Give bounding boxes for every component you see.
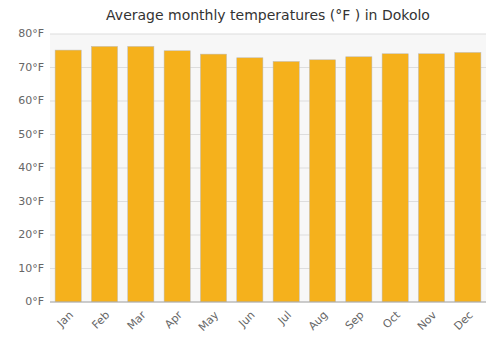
title: Average monthly temperatures (°F ) in Do… (106, 7, 430, 23)
x-tick-label: Jul (275, 309, 294, 328)
plot-background (50, 34, 486, 302)
x-tick-label: Aug (306, 309, 330, 333)
bar (273, 61, 299, 302)
grid-line (50, 34, 486, 35)
bar (91, 46, 117, 302)
x-tick-label: Mar (125, 308, 149, 332)
y-tick-label: 30°F (18, 195, 44, 208)
x-tick-label: Jan (54, 309, 76, 331)
x-tick-label: Jun (236, 309, 258, 331)
x-axis-line (50, 302, 486, 303)
chart-svg: 0°F 10°F 20°F 30°F 40°F 50°F 60°F 70°F 80°F Jan Fe… (0, 0, 500, 350)
y-tick-label: 20°F (18, 228, 44, 241)
x-tick-label: Feb (89, 309, 112, 332)
grid (50, 34, 486, 302)
y-tick-label: 60°F (18, 94, 44, 107)
chart-container: 0°F 10°F 20°F 30°F 40°F 50°F 60°F 70°F 80°F Jan Fe… (0, 0, 500, 350)
y-tick-label: 70°F (18, 61, 44, 74)
x-tick-label: Sep (343, 309, 367, 333)
bar (455, 52, 481, 302)
y-tick-label: 10°F (18, 262, 44, 275)
y-tick-label: 0°F (25, 295, 44, 308)
bar (55, 50, 81, 302)
bar (382, 54, 408, 302)
bar (346, 57, 372, 302)
bar (200, 54, 226, 302)
x-tick-label: Dec (451, 309, 475, 333)
bar (309, 60, 335, 302)
bar (237, 58, 263, 302)
x-tick-label: May (196, 308, 222, 334)
bars (55, 46, 481, 302)
y-tick-label: 50°F (18, 128, 44, 141)
x-tick-label: Apr (162, 308, 185, 331)
y-tick-label: 40°F (18, 161, 44, 174)
x-tick-label: Nov (415, 308, 440, 333)
bar (164, 51, 190, 302)
bar (418, 54, 444, 302)
grid-line (50, 302, 486, 303)
bar (128, 46, 154, 302)
y-tick-label: 80°F (18, 27, 44, 40)
x-tick-label: Oct (380, 308, 403, 331)
